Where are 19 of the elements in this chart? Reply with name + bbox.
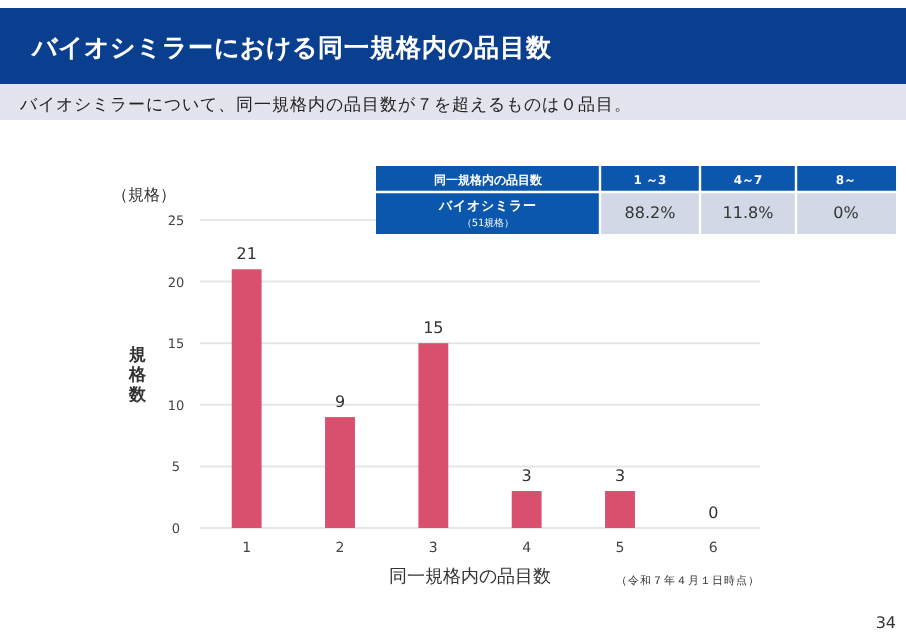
data-label: 9 bbox=[334, 393, 346, 412]
x-axis-title: 同一規格内の品目数 bbox=[389, 566, 551, 588]
y-axis-title: 規格数 bbox=[127, 344, 149, 406]
data-label: 3 bbox=[521, 467, 532, 486]
text: 34 bbox=[875, 614, 896, 632]
bar bbox=[231, 269, 262, 528]
data-label: 15 bbox=[423, 319, 444, 338]
bar bbox=[605, 491, 635, 528]
annotation: 88.2% bbox=[624, 204, 677, 222]
text: （規格） bbox=[112, 186, 176, 204]
data-label: 21 bbox=[236, 245, 257, 264]
bar bbox=[511, 491, 542, 528]
chart-title: バイオシミラーにおける同一規格内の品目数 bbox=[30, 32, 554, 62]
data-label: 3 bbox=[614, 467, 626, 486]
data-label: 0 bbox=[708, 504, 719, 522]
bar bbox=[325, 417, 355, 528]
bar bbox=[418, 343, 449, 528]
chart-subtitle: バイオシミラーについて、同一規格内の品目数が７を超えるものは０品目。 bbox=[18, 94, 632, 116]
annotation: 11.8% bbox=[722, 204, 775, 222]
